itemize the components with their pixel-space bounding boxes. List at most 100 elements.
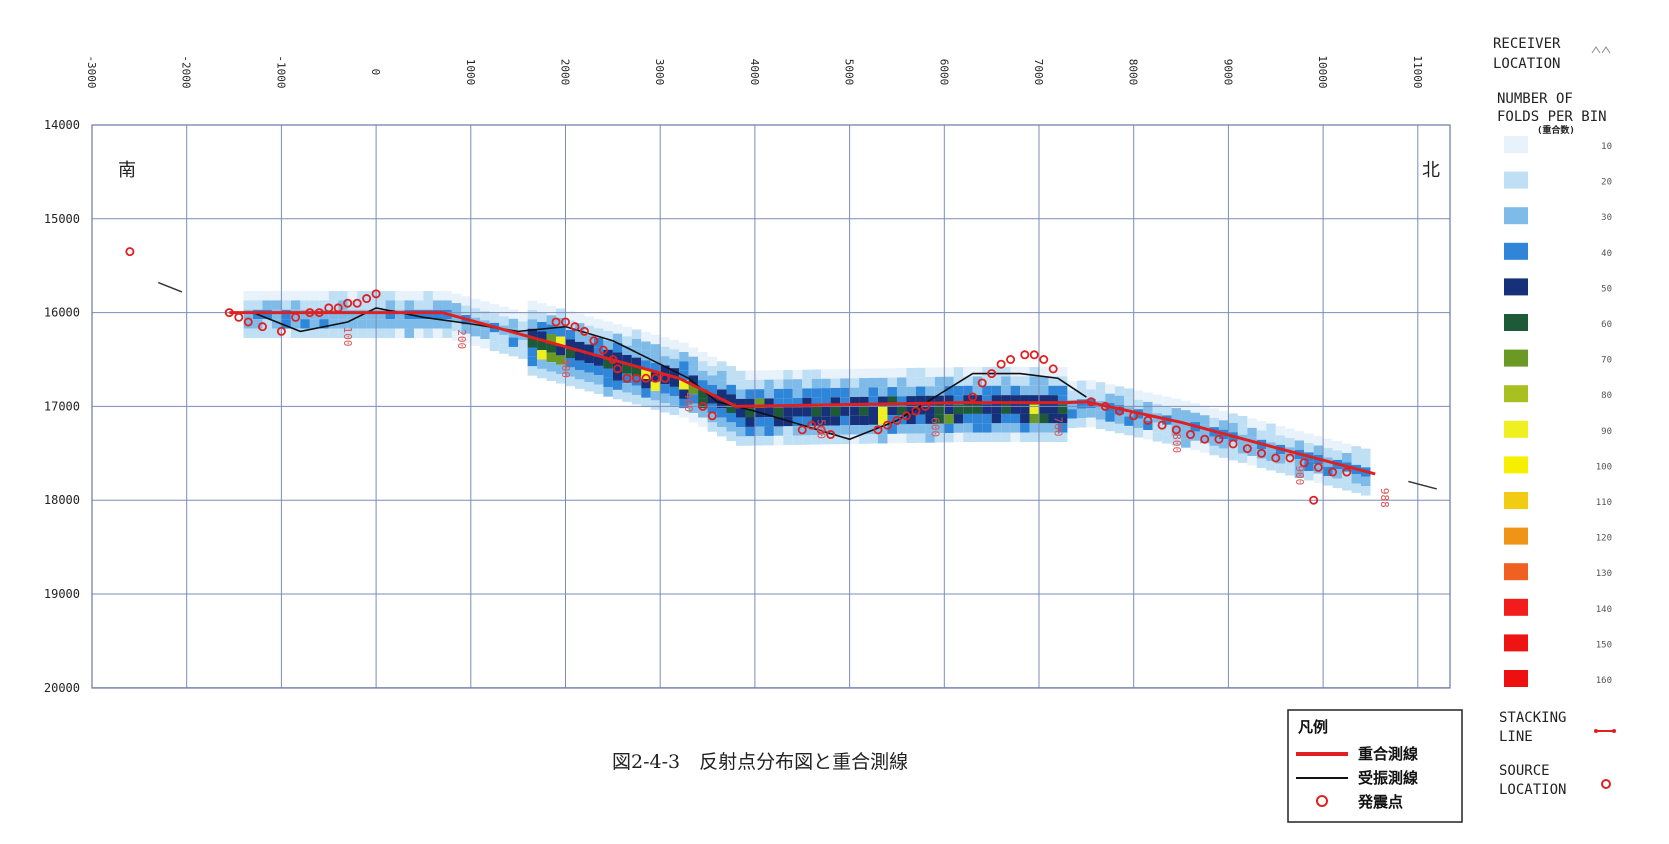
fold-bin bbox=[1304, 433, 1314, 444]
fold-bin bbox=[849, 434, 860, 444]
fold-bin bbox=[717, 408, 727, 418]
x-tick-label: 4000 bbox=[748, 59, 761, 86]
fold-bin bbox=[1020, 423, 1030, 433]
fold-bin bbox=[641, 397, 651, 408]
fold-bin bbox=[537, 340, 547, 351]
legend-label-stacking: 重合測線 bbox=[1358, 745, 1418, 763]
fold-bin bbox=[1048, 432, 1058, 443]
source-point bbox=[589, 336, 599, 346]
source-point bbox=[125, 247, 135, 257]
fold-bin bbox=[754, 379, 765, 390]
fold-bin bbox=[821, 378, 831, 389]
fold-bin bbox=[915, 433, 926, 443]
fold-bin bbox=[896, 396, 907, 406]
fold-bin bbox=[878, 368, 888, 378]
fold-bin bbox=[1162, 406, 1172, 416]
fold-bin bbox=[1076, 418, 1087, 428]
fold-bin bbox=[451, 321, 462, 332]
fold-bin bbox=[830, 434, 841, 445]
fold-bin bbox=[878, 396, 888, 406]
source-point bbox=[234, 312, 244, 322]
fold-bin bbox=[849, 415, 860, 426]
fold-bin bbox=[1209, 417, 1219, 428]
x-tick-label: 6000 bbox=[937, 59, 950, 86]
fold-bin bbox=[309, 291, 320, 301]
fold-bin bbox=[300, 319, 310, 329]
fold-bin bbox=[679, 380, 689, 390]
fold-bin bbox=[527, 309, 538, 320]
x-axis: -3000 -2000 -1000 0 1000 2000 3000 4000 5000 6000… bbox=[85, 55, 1424, 88]
fold-swatch-label: 70 bbox=[1601, 356, 1612, 366]
stacking-line-label-2: LINE bbox=[1499, 729, 1533, 745]
fold-bin bbox=[603, 321, 613, 332]
fold-bin bbox=[802, 425, 812, 436]
fold-bin bbox=[1095, 382, 1106, 392]
fold-bin bbox=[944, 395, 954, 405]
fold-bin bbox=[442, 300, 452, 310]
fold-bin bbox=[271, 300, 282, 310]
fold-bin bbox=[906, 367, 916, 378]
fold-bin bbox=[1057, 404, 1068, 414]
fold-bin bbox=[432, 300, 443, 310]
fold-bin bbox=[442, 291, 452, 301]
fold-bin bbox=[574, 323, 585, 333]
fold-bin bbox=[584, 335, 594, 345]
fold-bin bbox=[1237, 425, 1248, 435]
fold-bin bbox=[934, 404, 945, 415]
fold-bin bbox=[565, 320, 575, 330]
fold-bin bbox=[896, 377, 907, 387]
fold-bin bbox=[1133, 390, 1144, 400]
fold-bin bbox=[669, 358, 680, 369]
fold-bin bbox=[1010, 423, 1021, 433]
fold-bin bbox=[404, 328, 415, 338]
fold-bin bbox=[593, 318, 604, 329]
fold-bin bbox=[1010, 385, 1021, 396]
fold-bin bbox=[1351, 455, 1362, 465]
fold-bin bbox=[982, 404, 992, 414]
source-point bbox=[291, 312, 301, 322]
fold-bin bbox=[1181, 428, 1191, 439]
fold-bin bbox=[953, 414, 964, 424]
fold-bin bbox=[1275, 454, 1286, 464]
fold-bin bbox=[972, 404, 983, 414]
fold-bin bbox=[934, 376, 945, 387]
fold-bin bbox=[290, 328, 301, 338]
fold-swatch bbox=[1504, 527, 1528, 545]
source-point bbox=[1143, 415, 1153, 425]
fold-bin bbox=[262, 309, 272, 320]
fold-swatch-label: 80 bbox=[1601, 391, 1612, 401]
fold-bin bbox=[366, 319, 377, 329]
fold-bin bbox=[252, 319, 263, 329]
legend-title: 凡例 bbox=[1298, 718, 1328, 736]
fold-bin bbox=[281, 328, 291, 338]
fold-bin bbox=[1228, 422, 1238, 433]
fold-bin bbox=[262, 291, 272, 301]
fold-bin bbox=[1218, 410, 1229, 421]
fold-bin bbox=[1076, 380, 1087, 391]
fold-bin bbox=[972, 423, 983, 433]
fold-swatch-label: 40 bbox=[1601, 249, 1612, 259]
fold-bin bbox=[480, 329, 490, 340]
fold-bin bbox=[1029, 432, 1040, 443]
source-point bbox=[1171, 425, 1181, 435]
fold-bin bbox=[347, 309, 358, 320]
fold-bin bbox=[849, 378, 860, 388]
fold-bin bbox=[423, 291, 433, 301]
fold-bin bbox=[565, 367, 575, 377]
fold-bin bbox=[717, 389, 727, 399]
fold-bin bbox=[669, 377, 680, 387]
fold-bin bbox=[669, 339, 680, 350]
fold-swatch bbox=[1504, 670, 1528, 687]
fold-swatch-label: 130 bbox=[1596, 569, 1612, 579]
fold-bin bbox=[395, 328, 405, 338]
fold-bin bbox=[262, 319, 272, 329]
fold-bin bbox=[1143, 392, 1153, 402]
source-point bbox=[1086, 397, 1096, 407]
fold-bin bbox=[1010, 404, 1021, 414]
fold-bin bbox=[953, 367, 964, 377]
fold-bin bbox=[650, 362, 661, 373]
fold-bin bbox=[982, 385, 992, 396]
fold-bin bbox=[849, 397, 860, 407]
fold-bin bbox=[859, 396, 869, 407]
fold-bin bbox=[319, 300, 329, 310]
